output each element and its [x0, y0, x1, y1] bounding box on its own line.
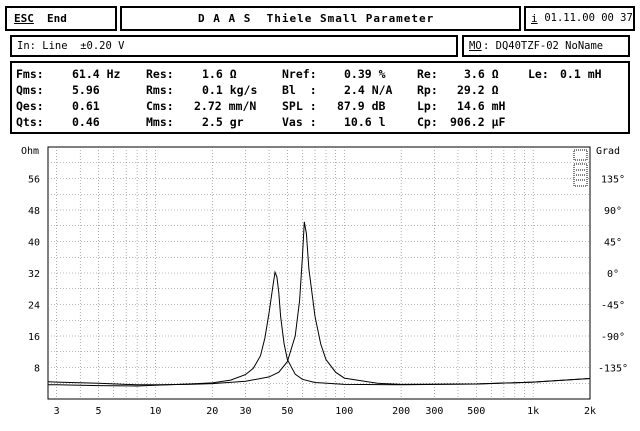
rp-value: 29.2 Ω [457, 83, 499, 97]
datetime-label: 01.11.00 00 37 [538, 12, 633, 24]
x-tick-label: 3 [54, 406, 60, 417]
fms-value: 61.4 Hz [72, 67, 121, 81]
re-value: 3.6 Ω [464, 67, 499, 81]
qms-value: 5.96 [72, 83, 100, 97]
y-right-axis-label: Grad [596, 146, 621, 157]
x-tick-label: 2k [584, 406, 596, 417]
rms-label: Rms: [146, 83, 174, 97]
esc-key-label: ESC [14, 12, 34, 25]
nref-value: 0.39 % [344, 67, 386, 81]
cms-label: Cms: [146, 99, 174, 113]
x-tick-label: 30 [239, 406, 251, 417]
lp-label: Lp: [417, 99, 438, 113]
vas-label: Vas : [282, 115, 317, 129]
grid [48, 147, 590, 399]
qes-value: 0.61 [72, 99, 100, 113]
x-tick-label: 500 [467, 406, 485, 417]
le-value: 0.1 mH [560, 67, 602, 81]
x-ticks: 3 5 10 20 30 50 100 200 300 500 1k 2k [54, 406, 596, 417]
rms-value: 0.1 kg/s [202, 83, 258, 97]
esc-action-label: End [47, 12, 67, 25]
spl-label: SPL : [282, 99, 317, 113]
fms-label: Fms: [16, 67, 44, 81]
re-label: Re: [417, 67, 438, 81]
res-label: Res: [146, 67, 174, 81]
y-left-axis-label: Ohm [21, 146, 40, 157]
model-name-label: : DQ40TZF-02 NoName [483, 40, 604, 52]
spl-value: 87.9 dB [337, 99, 386, 113]
vas-value: 10.6 l [344, 115, 386, 129]
y-right-ticks: 135° 90° 45° 0° -45° -90° -135° [598, 175, 628, 375]
y-right-tick-label: 90° [604, 206, 622, 217]
y-right-tick-label: -90° [601, 332, 625, 343]
scroll-widget[interactable] [573, 149, 588, 187]
y-left-tick-label: 56 [28, 175, 40, 186]
cp-value: 906.2 µF [450, 115, 506, 129]
x-tick-label: 300 [425, 406, 443, 417]
curves [47, 221, 591, 387]
impedance-curve-1 [48, 270, 591, 387]
bl-value: 2.4 N/A [344, 83, 393, 97]
title-bar: D A A S Thiele Small Parameter [120, 6, 521, 31]
input-level-label: In: Line ±0.20 V [17, 40, 125, 52]
lp-value: 14.6 mH [457, 99, 506, 113]
window-title: D A A S Thiele Small Parameter [198, 12, 435, 25]
x-tick-label: 1k [527, 406, 539, 417]
y-right-tick-label: 45° [604, 238, 622, 249]
info-button[interactable]: i 01.11.00 00 37 [524, 6, 635, 31]
x-tick-label: 200 [392, 406, 410, 417]
y-left-tick-label: 8 [34, 364, 40, 375]
qts-label: Qts: [16, 115, 44, 129]
res-value: 1.6 Ω [202, 67, 237, 81]
model-selector[interactable]: MO : DQ40TZF-02 NoName [462, 35, 630, 57]
x-tick-label: 10 [149, 406, 161, 417]
mms-label: Mms: [146, 115, 174, 129]
rp-label: Rp: [417, 83, 438, 97]
y-left-tick-label: 16 [28, 332, 40, 343]
model-key-label: MO [469, 40, 482, 52]
x-tick-label: 5 [96, 406, 102, 417]
esc-button[interactable]: ESC End [5, 6, 117, 31]
qms-label: Qms: [16, 83, 44, 97]
le-label: Le: [528, 67, 549, 81]
bl-label: Bl : [282, 83, 317, 97]
y-left-tick-label: 32 [28, 269, 40, 280]
parameter-panel: Fms: 61.4 Hz Res: 1.6 Ω Nref: 0.39 % Re:… [10, 61, 630, 134]
y-left-tick-label: 24 [28, 301, 40, 312]
cms-value: 2.72 mm/N [194, 99, 257, 113]
mms-value: 2.5 gr [202, 115, 244, 129]
cp-label: Cp: [417, 115, 438, 129]
x-tick-label: 100 [335, 406, 353, 417]
y-right-tick-label: -135° [598, 364, 628, 375]
impedance-curve-2 [47, 221, 591, 386]
y-left-ticks: 56 48 40 32 24 16 8 [28, 175, 40, 375]
y-left-tick-label: 40 [28, 238, 40, 249]
x-tick-label: 50 [281, 406, 293, 417]
qts-value: 0.46 [72, 115, 100, 129]
y-right-tick-label: 0° [607, 269, 619, 280]
nref-label: Nref: [282, 67, 317, 81]
input-bar: In: Line ±0.20 V [10, 35, 458, 57]
y-right-tick-label: -45° [601, 301, 625, 312]
x-tick-label: 20 [206, 406, 218, 417]
info-key-label: i [531, 12, 538, 25]
y-left-tick-label: 48 [28, 206, 40, 217]
qes-label: Qes: [16, 99, 44, 113]
y-right-tick-label: 135° [601, 175, 625, 186]
